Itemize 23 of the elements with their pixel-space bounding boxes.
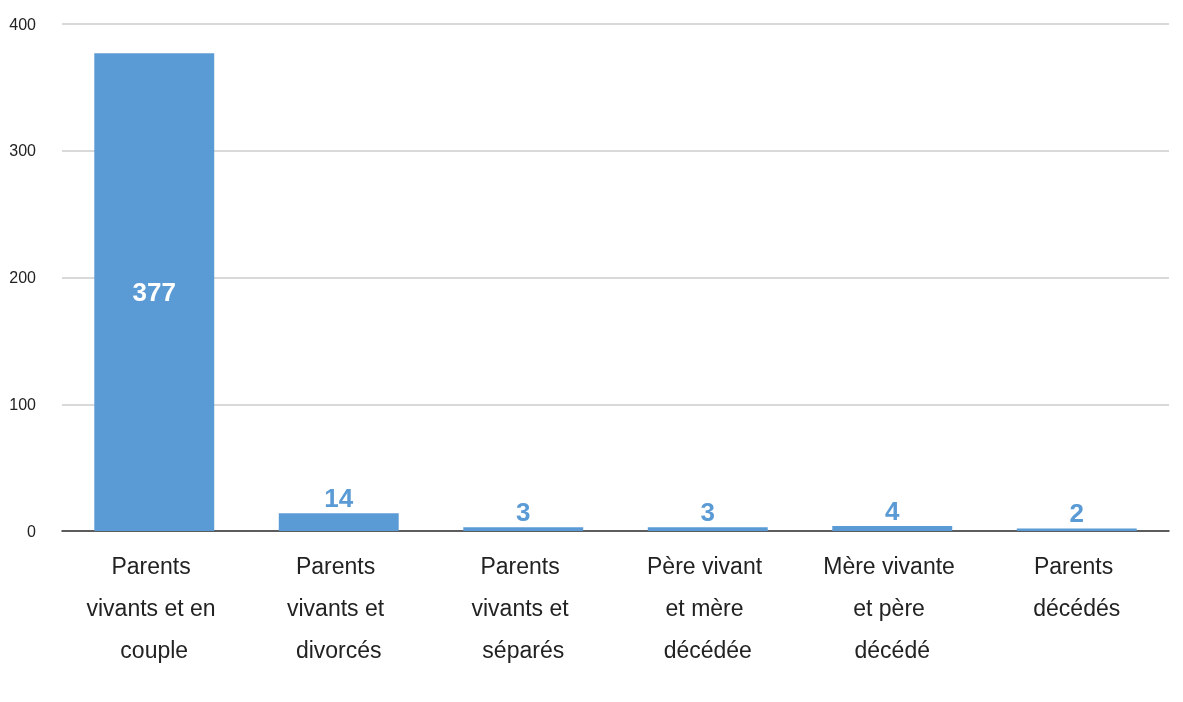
data-label: 3 xyxy=(700,497,715,528)
bar xyxy=(832,525,953,531)
bar xyxy=(463,527,584,531)
x-tick-label: Parents décédés xyxy=(1033,553,1121,621)
x-tick-label: Mère vivante et père décédé xyxy=(823,553,962,663)
data-label: 2 xyxy=(1069,498,1084,529)
bar xyxy=(1016,528,1137,531)
bar xyxy=(94,53,215,531)
y-tick-label: 400 xyxy=(9,15,37,33)
y-tick-label: 300 xyxy=(9,142,37,160)
data-label: 14 xyxy=(324,483,354,514)
x-tick-label: Parents vivants et séparés xyxy=(471,553,576,663)
x-tick-label: Parents vivants et divorcés xyxy=(286,553,391,663)
x-tick-label: Parents vivants et en couple xyxy=(86,553,223,663)
y-tick-label: 200 xyxy=(9,269,37,286)
bar xyxy=(278,513,399,531)
y-tick-label: 100 xyxy=(9,395,37,413)
y-tick-label: 0 xyxy=(27,522,37,540)
x-tick-label: Père vivant et mère décédée xyxy=(647,553,769,663)
data-label: 4 xyxy=(885,495,901,526)
data-label: 3 xyxy=(516,497,531,528)
data-label: 377 xyxy=(132,277,176,308)
bar xyxy=(647,527,768,531)
